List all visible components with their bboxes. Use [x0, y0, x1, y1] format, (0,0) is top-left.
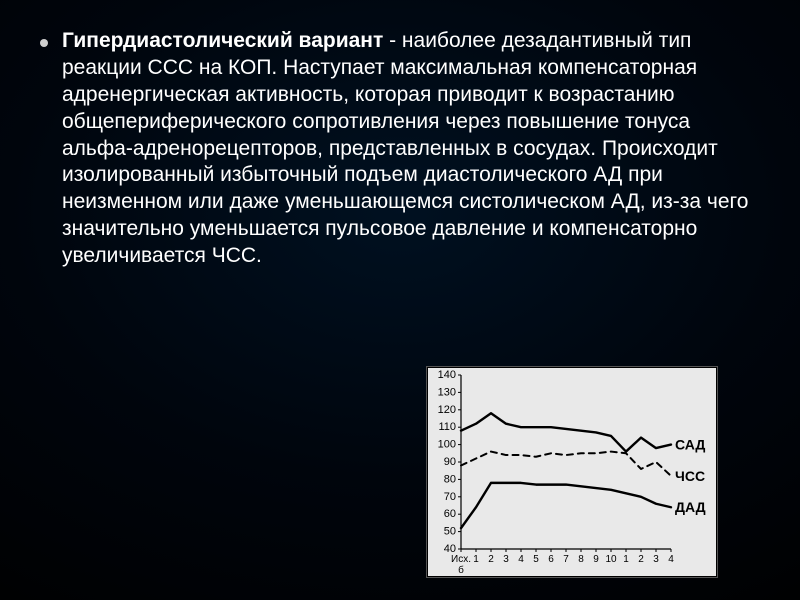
- svg-text:60: 60: [444, 508, 456, 520]
- svg-text:8: 8: [578, 554, 584, 565]
- svg-text:3: 3: [503, 554, 509, 565]
- svg-text:80: 80: [444, 473, 456, 485]
- chart-panel: 405060708090100110120130140Исх.123456789…: [426, 366, 718, 578]
- svg-text:2: 2: [638, 554, 644, 565]
- svg-text:6: 6: [548, 554, 554, 565]
- svg-text:3: 3: [653, 554, 659, 565]
- svg-text:5: 5: [533, 554, 539, 565]
- svg-text:50: 50: [444, 526, 456, 538]
- svg-text:САД: САД: [675, 437, 705, 453]
- svg-text:9: 9: [593, 554, 599, 565]
- chart-svg: 405060708090100110120130140Исх.123456789…: [427, 367, 717, 577]
- svg-text:1: 1: [623, 554, 629, 565]
- svg-text:2: 2: [488, 554, 494, 565]
- svg-text:110: 110: [438, 421, 456, 433]
- svg-text:70: 70: [444, 491, 456, 503]
- svg-text:130: 130: [438, 386, 456, 398]
- svg-text:120: 120: [438, 404, 456, 416]
- svg-text:4: 4: [518, 554, 524, 565]
- svg-text:10: 10: [605, 554, 617, 565]
- svg-text:7: 7: [563, 554, 569, 565]
- bullet-item: Гипердиастолический вариант - наиболее д…: [40, 28, 760, 270]
- lead-rest: - наиболее дезадантивный тип реакции ССС…: [62, 29, 748, 267]
- svg-text:100: 100: [438, 439, 456, 451]
- lead-bold: Гипердиастолический вариант: [62, 29, 383, 52]
- svg-text:1: 1: [473, 554, 479, 565]
- svg-text:ДАД: ДАД: [675, 499, 706, 515]
- svg-text:140: 140: [438, 369, 456, 381]
- svg-text:б: б: [458, 564, 464, 576]
- svg-text:Исх.: Исх.: [451, 554, 471, 565]
- paragraph: Гипердиастолический вариант - наиболее д…: [62, 28, 760, 270]
- bullet-dot: [40, 39, 48, 47]
- svg-text:ЧСС: ЧСС: [675, 468, 705, 484]
- svg-text:90: 90: [444, 456, 456, 468]
- slide: Гипердиастолический вариант - наиболее д…: [0, 0, 800, 600]
- svg-text:4: 4: [668, 554, 674, 565]
